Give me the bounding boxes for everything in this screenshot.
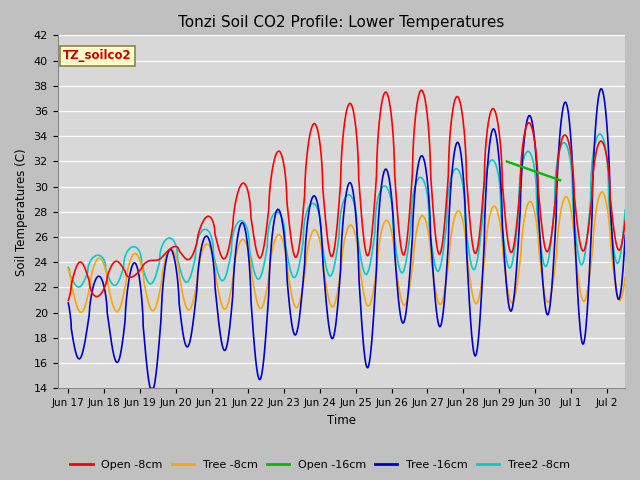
Text: TZ_soilco2: TZ_soilco2 (63, 49, 132, 62)
Tree2 -8cm (529, 157, 537, 163)
Y-axis label: Soil Temperatures (C): Soil Temperatures (C) (15, 148, 28, 276)
Tree2 -8cm (65, 264, 72, 270)
Line: Open -16cm: Open -16cm (507, 161, 560, 180)
Tree -16cm (65, 300, 72, 306)
Line: Tree -16cm: Tree -16cm (68, 75, 640, 388)
Open -8cm (529, 129, 537, 135)
Line: Tree2 -8cm: Tree2 -8cm (68, 125, 640, 287)
Tree2 -8cm (390, 236, 398, 242)
Tree -8cm (246, 255, 254, 261)
Line: Open -8cm: Open -8cm (68, 90, 640, 300)
Tree2 -8cm (122, 251, 130, 257)
Line: Tree -8cm: Tree -8cm (68, 187, 640, 312)
Tree -16cm (561, 99, 569, 105)
Open -8cm (631, 137, 639, 143)
Tree -16cm (634, 72, 640, 78)
Tree2 -8cm (246, 249, 254, 255)
Tree2 -8cm (639, 150, 640, 156)
Tree2 -8cm (561, 141, 569, 146)
Tree -16cm (147, 385, 154, 391)
Tree -8cm (65, 266, 72, 272)
X-axis label: Time: Time (327, 414, 356, 427)
Tree -16cm (529, 124, 537, 130)
Open -16cm (529, 168, 536, 173)
Tree -8cm (122, 279, 130, 285)
Legend: Open -8cm, Tree -8cm, Open -16cm, Tree -16cm, Tree2 -8cm: Open -8cm, Tree -8cm, Open -16cm, Tree -… (66, 456, 574, 474)
Tree2 -8cm (632, 122, 639, 128)
Tree -8cm (390, 247, 398, 253)
Open -8cm (390, 153, 398, 158)
Open -8cm (122, 271, 129, 276)
Tree -16cm (246, 271, 254, 277)
Open -8cm (561, 132, 569, 138)
Tree -8cm (639, 200, 640, 205)
Tree -16cm (390, 241, 398, 247)
Tree -8cm (634, 184, 640, 190)
Tree -8cm (529, 203, 537, 208)
Open -8cm (417, 87, 425, 93)
Title: Tonzi Soil CO2 Profile: Lower Temperatures: Tonzi Soil CO2 Profile: Lower Temperatur… (178, 15, 504, 30)
Tree -16cm (639, 108, 640, 114)
Tree2 -8cm (75, 284, 83, 290)
Tree -8cm (561, 194, 569, 200)
Open -8cm (246, 198, 253, 204)
Tree -16cm (631, 77, 639, 83)
Tree -8cm (77, 310, 85, 315)
Open -8cm (65, 298, 72, 303)
Tree2 -8cm (631, 123, 639, 129)
Tree -16cm (122, 305, 129, 311)
Open -8cm (639, 151, 640, 157)
Tree -8cm (631, 189, 639, 195)
